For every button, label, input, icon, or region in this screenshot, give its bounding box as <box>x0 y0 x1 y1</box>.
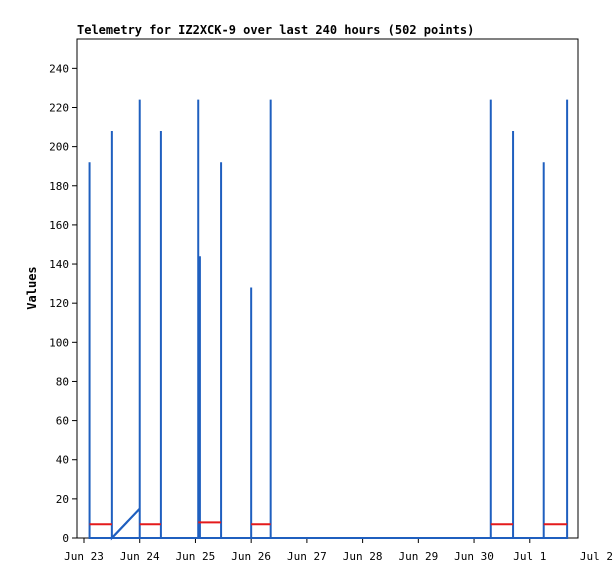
x-tick-label: Jun 24 <box>120 550 160 563</box>
x-tick-label: Jun 29 <box>398 550 438 563</box>
x-tick-label: Jun 27 <box>287 550 327 563</box>
y-tick-label: 20 <box>56 493 69 506</box>
x-tick-label: Jun 30 <box>454 550 494 563</box>
series-1-segment <box>111 507 141 539</box>
y-tick-label: 0 <box>62 532 69 545</box>
plot-frame <box>76 38 579 539</box>
x-tick-label: Jul 2 <box>580 550 613 563</box>
x-tick-label: Jul 1 <box>513 550 546 563</box>
y-tick-label: 40 <box>56 454 69 467</box>
y-tick-label: 240 <box>49 62 69 75</box>
y-axis-label: Values <box>25 266 39 309</box>
y-tick-label: 140 <box>49 258 69 271</box>
y-tick-label: 60 <box>56 415 69 428</box>
series-line-1 <box>88 99 569 541</box>
x-axis: Jun 23 Jun 24 Jun 25 Jun 26 Jun 27 Jun 28 Jun … <box>64 538 613 563</box>
y-tick-label: 100 <box>49 336 69 349</box>
y-tick-label: 80 <box>56 375 69 388</box>
x-tick-label: Jun 23 <box>64 550 104 563</box>
y-tick-label: 220 <box>49 101 69 114</box>
y-tick-label: 180 <box>49 180 69 193</box>
y-axis: 0 20 40 60 80 100 120 140 160 180 200 220 240 <box>49 62 77 545</box>
x-tick-label: Jun 28 <box>343 550 383 563</box>
x-tick-label: Jun 25 <box>176 550 216 563</box>
y-tick-label: 120 <box>49 297 69 310</box>
y-tick-label: 200 <box>49 141 69 154</box>
chart-title: Telemetry for IZ2XCK-9 over last 240 hou… <box>77 23 474 37</box>
x-tick-label: Jun 26 <box>231 550 271 563</box>
series-group <box>88 99 569 541</box>
y-tick-label: 160 <box>49 219 69 232</box>
